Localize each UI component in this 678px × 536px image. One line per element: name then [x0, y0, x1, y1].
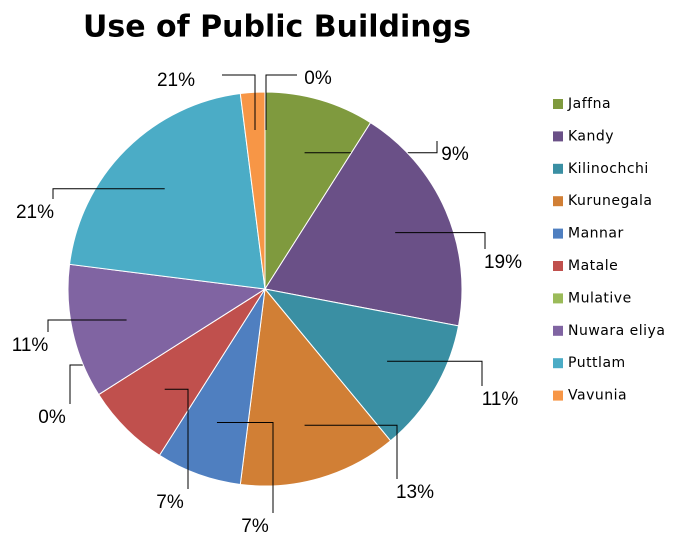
leader-line — [222, 74, 256, 130]
data-label: 11% — [482, 389, 519, 410]
legend-swatch — [553, 390, 563, 401]
data-label: 0% — [304, 68, 332, 89]
leader-line — [395, 232, 486, 249]
legend-label: Mulative — [568, 290, 632, 306]
data-label: 0% — [38, 407, 66, 428]
legend-swatch — [553, 293, 563, 304]
legend-label: Nuwara eliya — [568, 323, 665, 339]
legend-swatch — [553, 196, 563, 207]
data-label: 9% — [441, 144, 469, 165]
legend-label: Mannar — [568, 226, 624, 242]
legend-swatch — [553, 131, 563, 142]
data-label: 11% — [12, 335, 49, 356]
data-label: 21% — [157, 70, 195, 91]
data-label: 7% — [156, 492, 184, 513]
legend-swatch — [553, 228, 563, 239]
data-label: 13% — [396, 482, 434, 503]
data-label: 19% — [484, 252, 522, 273]
data-label: 21% — [16, 202, 54, 223]
legend-label: Kurunegala — [568, 193, 652, 209]
pie-slice — [264, 91, 372, 291]
leader-line — [164, 388, 189, 489]
pie-slice — [68, 92, 266, 290]
leader-line — [47, 319, 127, 332]
leader-line — [216, 421, 274, 513]
legend-label: Jaffna — [567, 96, 611, 112]
legend-swatch — [553, 358, 563, 369]
legend-swatch — [553, 163, 563, 174]
leader-line — [304, 141, 438, 154]
leader-line — [265, 74, 297, 130]
legend-label: Kandy — [568, 128, 614, 144]
pie-slice — [264, 121, 463, 327]
pie-slice — [263, 288, 460, 442]
legend-label: Matale — [568, 258, 618, 274]
pie-slice — [67, 263, 267, 396]
legend-label: Vavunia — [568, 388, 627, 404]
legend-swatch — [553, 325, 563, 336]
legend-label: Kilinochchi — [568, 161, 649, 177]
chart-title: Use of Public Buildings — [83, 10, 471, 45]
leader-line — [52, 188, 165, 199]
leader-line — [387, 360, 483, 386]
leader-line — [304, 424, 398, 479]
legend-swatch — [553, 99, 563, 109]
data-label: 7% — [241, 516, 269, 536]
legend-swatch — [553, 261, 563, 271]
pie-slice — [239, 91, 266, 290]
legend-label: Puttlam — [568, 355, 626, 371]
pie-slice — [239, 287, 392, 487]
